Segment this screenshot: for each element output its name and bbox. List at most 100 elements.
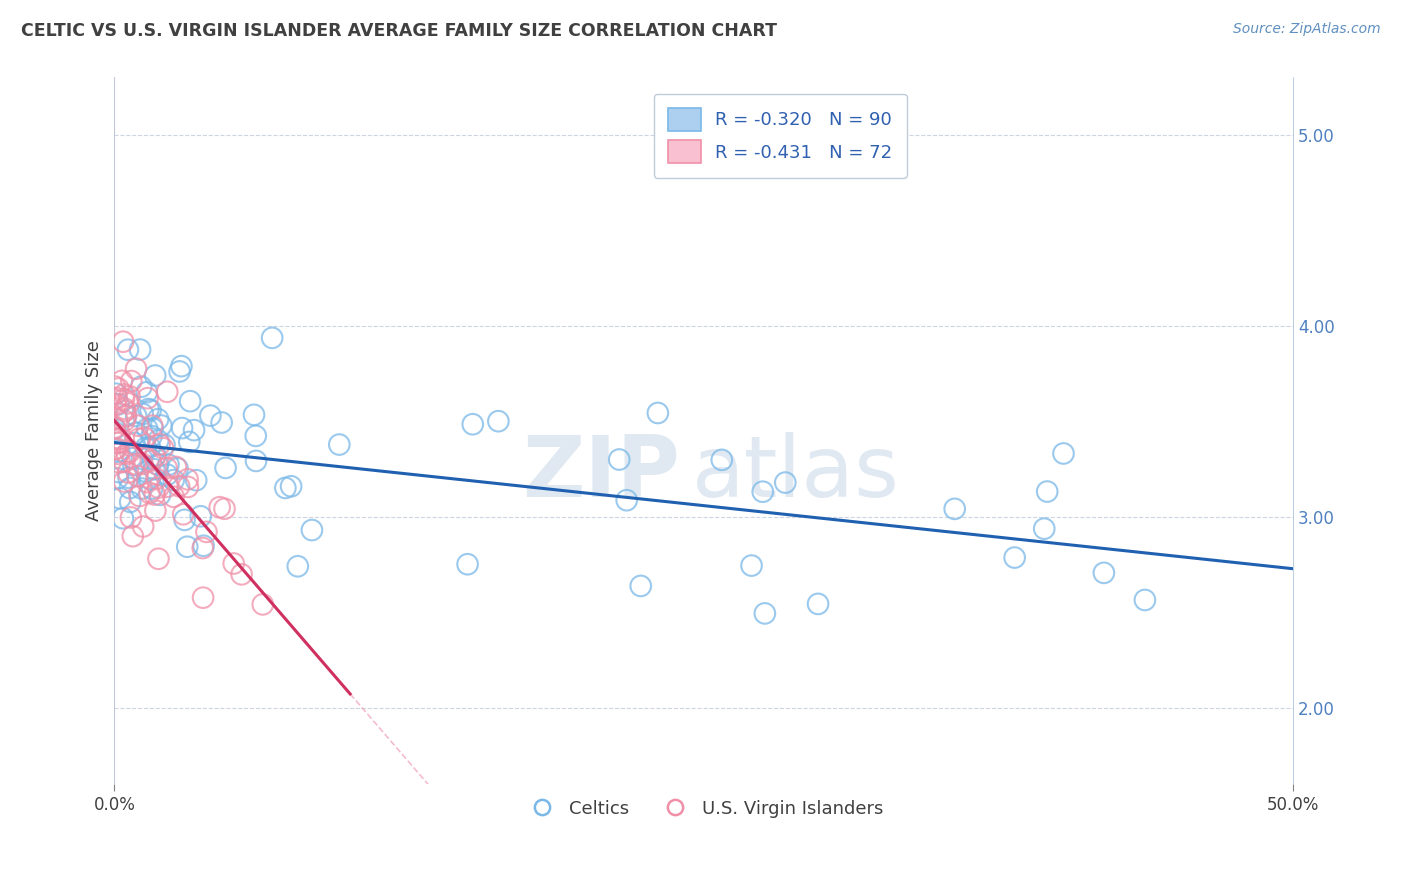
Point: [176, 540, 198, 554]
Point: [107, 397, 129, 411]
Point: [616, 493, 638, 508]
Point: [208, 500, 231, 515]
Point: [167, 479, 190, 493]
Point: [461, 417, 484, 432]
Point: [166, 461, 188, 475]
Point: [252, 598, 274, 612]
Point: [132, 519, 155, 533]
Point: [141, 482, 163, 496]
Point: [139, 403, 162, 417]
Point: [150, 418, 173, 433]
Point: [121, 529, 143, 543]
Point: [195, 524, 218, 539]
Point: [128, 489, 150, 503]
Point: [141, 429, 163, 443]
Point: [165, 459, 187, 474]
Point: [139, 472, 162, 486]
Point: [105, 433, 128, 447]
Text: atlas: atlas: [692, 432, 900, 515]
Point: [120, 495, 142, 509]
Point: [117, 466, 139, 480]
Point: [280, 479, 302, 493]
Point: [169, 364, 191, 378]
Point: [146, 412, 169, 426]
Point: [145, 503, 167, 517]
Point: [143, 368, 166, 383]
Point: [1133, 593, 1156, 607]
Point: [146, 458, 169, 472]
Point: [117, 396, 139, 410]
Point: [156, 384, 179, 399]
Point: [145, 449, 167, 463]
Point: [156, 467, 179, 482]
Point: [145, 472, 167, 486]
Point: [172, 421, 194, 435]
Point: [163, 490, 186, 504]
Point: [112, 392, 135, 406]
Point: [131, 451, 153, 466]
Point: [179, 434, 201, 449]
Point: [222, 557, 245, 571]
Point: [114, 401, 136, 416]
Point: [136, 391, 159, 405]
Text: CELTIC VS U.S. VIRGIN ISLANDER AVERAGE FAMILY SIZE CORRELATION CHART: CELTIC VS U.S. VIRGIN ISLANDER AVERAGE F…: [21, 22, 778, 40]
Point: [112, 387, 135, 401]
Point: [177, 480, 200, 494]
Point: [112, 334, 135, 349]
Point: [104, 398, 127, 412]
Point: [807, 597, 830, 611]
Point: [104, 422, 127, 436]
Point: [486, 414, 509, 428]
Point: [143, 462, 166, 476]
Point: [139, 454, 162, 468]
Point: [274, 481, 297, 495]
Point: [148, 551, 170, 566]
Point: [149, 437, 172, 451]
Point: [457, 558, 479, 572]
Point: [710, 453, 733, 467]
Point: [173, 513, 195, 527]
Point: [211, 416, 233, 430]
Point: [775, 475, 797, 490]
Point: [107, 382, 129, 396]
Point: [149, 488, 172, 502]
Point: [1036, 484, 1059, 499]
Point: [122, 458, 145, 473]
Point: [193, 539, 215, 553]
Point: [127, 418, 149, 433]
Text: Source: ZipAtlas.com: Source: ZipAtlas.com: [1233, 22, 1381, 37]
Point: [1033, 522, 1056, 536]
Point: [104, 420, 127, 434]
Point: [148, 434, 170, 448]
Point: [120, 444, 142, 458]
Point: [115, 409, 138, 423]
Point: [176, 472, 198, 486]
Point: [754, 607, 776, 621]
Point: [647, 406, 669, 420]
Point: [172, 508, 194, 522]
Point: [139, 440, 162, 454]
Point: [142, 421, 165, 435]
Point: [105, 391, 128, 405]
Point: [190, 509, 212, 524]
Point: [111, 511, 134, 525]
Point: [125, 409, 148, 423]
Point: [108, 443, 131, 458]
Point: [156, 480, 179, 494]
Point: [125, 425, 148, 440]
Point: [200, 409, 222, 423]
Point: [124, 436, 146, 450]
Point: [214, 461, 236, 475]
Point: [179, 394, 201, 409]
Point: [1092, 566, 1115, 580]
Point: [125, 457, 148, 471]
Point: [186, 473, 208, 487]
Point: [214, 501, 236, 516]
Point: [104, 379, 127, 393]
Point: [117, 343, 139, 357]
Point: [118, 389, 141, 403]
Point: [121, 451, 143, 466]
Point: [108, 456, 131, 470]
Legend: Celtics, U.S. Virgin Islanders: Celtics, U.S. Virgin Islanders: [517, 792, 890, 825]
Point: [156, 461, 179, 475]
